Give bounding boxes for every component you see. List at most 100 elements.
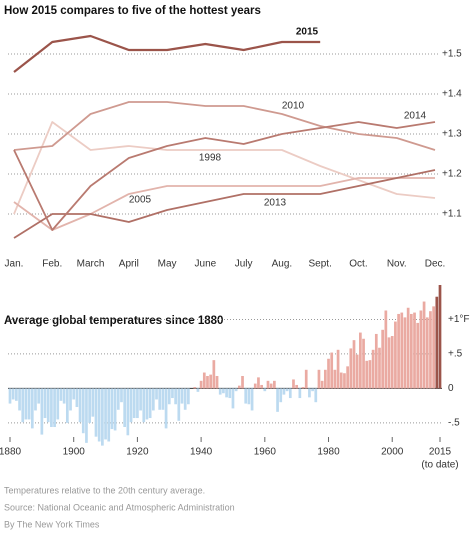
bar: [323, 369, 327, 389]
bar: [148, 388, 152, 419]
bar: [397, 313, 400, 389]
bar: [151, 388, 155, 411]
bar: [263, 388, 267, 392]
x-tick-label: Sept.: [309, 259, 332, 270]
x-tick-label: May: [158, 259, 177, 270]
bar: [56, 388, 60, 420]
x-tick-label: Dec.: [425, 259, 446, 270]
bar: [429, 311, 432, 389]
bar: [113, 388, 117, 431]
x-tick-label: 1980: [317, 447, 340, 458]
bar: [320, 380, 324, 389]
bar: [425, 317, 429, 389]
bar: [30, 388, 34, 429]
bar: [11, 388, 15, 400]
bar: [155, 388, 158, 400]
bar: [187, 388, 190, 405]
bar: [400, 312, 404, 389]
bar: [422, 301, 426, 389]
bar: [167, 388, 171, 405]
bar: [336, 349, 340, 389]
chart-title: Average global temperatures since 1880: [4, 315, 223, 327]
line: [13, 121, 436, 231]
y-tick-label: +1.2: [442, 169, 462, 180]
bar: [381, 329, 385, 389]
bar: [91, 388, 95, 417]
line: [13, 177, 435, 231]
bar: [50, 388, 53, 428]
bar: [97, 388, 101, 442]
bar: [116, 388, 120, 410]
bar: [209, 374, 213, 389]
bar: [346, 366, 349, 389]
bar: [206, 375, 209, 389]
x-tick-label: Feb.: [42, 259, 62, 270]
bar: [282, 388, 286, 395]
bar: [21, 388, 25, 423]
bar: [394, 321, 397, 389]
bar: [53, 388, 56, 428]
y-tick-label: +1.1: [442, 209, 462, 220]
x-tick-label: 2015: [429, 447, 452, 458]
series-label: 2014: [404, 111, 427, 122]
x-tick-label: 1880: [0, 447, 22, 458]
series-label: 2015: [296, 27, 319, 38]
bar: [387, 337, 391, 389]
bar: [266, 380, 270, 389]
y-tick-label: +.5: [448, 349, 463, 360]
bar: [349, 348, 353, 389]
bar: [120, 388, 123, 403]
bar: [419, 310, 423, 389]
bar: [406, 307, 410, 389]
x-tick-label: Aug.: [272, 259, 293, 270]
y-tick-label: +1.4: [442, 89, 462, 100]
chart-title: How 2015 compares to five of the hottest…: [4, 5, 261, 17]
y-tick-label: +1.3: [442, 129, 462, 140]
bar: [390, 336, 394, 389]
bar: [136, 388, 139, 419]
bar: [75, 388, 79, 408]
bar: [368, 360, 372, 389]
bar: [365, 360, 369, 389]
bar: [273, 380, 276, 389]
bar: [34, 388, 37, 411]
bar: [298, 388, 302, 399]
bar: [158, 388, 162, 410]
bar: [403, 317, 407, 389]
bar: [161, 388, 165, 410]
y-tick-label: -.5: [448, 418, 460, 429]
bar: [292, 379, 295, 389]
line: [13, 34, 321, 73]
bar: [438, 285, 442, 389]
x-tick-label: 1900: [63, 447, 86, 458]
bar: [104, 388, 107, 440]
bar: [177, 388, 181, 421]
bar: [237, 385, 241, 389]
bar: [199, 380, 203, 389]
bar: [432, 306, 435, 389]
series-label: 2013: [264, 198, 287, 209]
bar: [43, 388, 47, 419]
bar: [171, 388, 174, 399]
bar: [269, 383, 273, 389]
bar: [8, 388, 12, 404]
byline: By The New York Times: [4, 519, 100, 529]
x-tick-label: Jan.: [5, 259, 24, 270]
series-label: 2005: [129, 195, 152, 206]
bar: [241, 375, 244, 389]
x-tick-label: April: [119, 259, 139, 270]
bar: [228, 388, 232, 399]
bar: [304, 369, 308, 389]
bar: [132, 388, 136, 419]
bar: [18, 388, 21, 411]
bar: [435, 296, 439, 389]
x-tick-label: 1960: [254, 447, 277, 458]
bar: [193, 387, 197, 389]
bar: [139, 388, 142, 411]
y-tick-label: +1°F: [448, 314, 470, 325]
x-tick-label: July: [235, 259, 253, 270]
bar: [85, 388, 88, 443]
bar: [355, 354, 359, 389]
bar: [24, 388, 28, 420]
